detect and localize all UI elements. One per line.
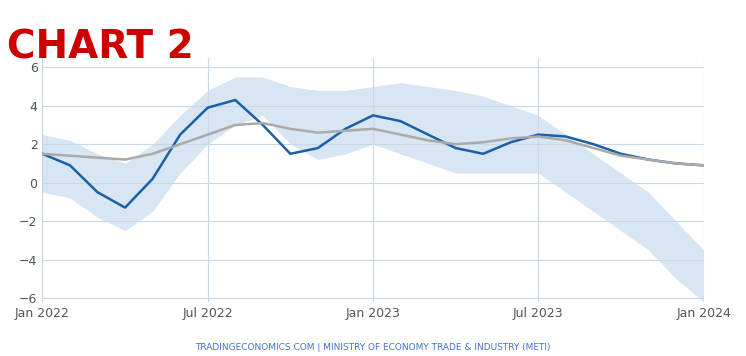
Text: TRADINGECONOMICS.COM | MINISTRY OF ECONOMY TRADE & INDUSTRY (METI): TRADINGECONOMICS.COM | MINISTRY OF ECONO… [195,344,551,352]
Text: CHART 2: CHART 2 [7,28,194,67]
